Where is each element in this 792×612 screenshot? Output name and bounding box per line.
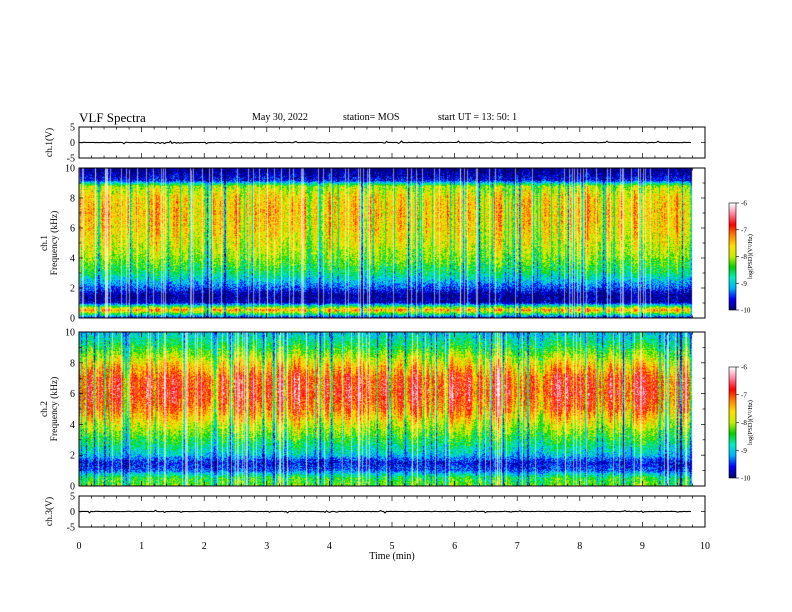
x-tick-label: 6 xyxy=(452,541,457,552)
colorbar-tick-label: -10 xyxy=(741,307,751,315)
colorbar-tick-label: -9 xyxy=(741,280,747,288)
y-axis-label: ch.1(V) xyxy=(44,128,55,157)
colorbar-ch2 xyxy=(729,367,736,478)
spectrogram-image-ch1 xyxy=(79,168,705,318)
y-tick-label: 2 xyxy=(70,451,75,462)
y-tick-label: 5 xyxy=(70,492,75,503)
x-tick-label: 10 xyxy=(700,541,710,552)
y-tick-label: 6 xyxy=(70,389,75,400)
y-tick-label: 4 xyxy=(70,420,75,431)
y-tick-label: 0 xyxy=(70,138,75,149)
y-tick-label: 10 xyxy=(65,328,75,339)
colorbar-tick-label: -6 xyxy=(741,200,747,208)
colorbar-tick-label: -9 xyxy=(741,447,747,455)
x-tick-label: 8 xyxy=(577,541,582,552)
y-axis-label: ch.1 xyxy=(40,235,50,251)
y-axis-label: Frequency (kHz) xyxy=(49,211,60,276)
colorbar-tick-label: -8 xyxy=(741,253,747,261)
y-tick-label: 8 xyxy=(70,358,75,369)
x-tick-label: 3 xyxy=(264,541,269,552)
y-tick-label: 2 xyxy=(70,284,75,295)
x-axis-label: Time (min) xyxy=(369,551,414,562)
colorbar-ch1 xyxy=(729,203,736,310)
y-tick-label: 6 xyxy=(70,224,75,235)
waveform-trace-ch1 xyxy=(78,140,692,145)
y-tick-label: 0 xyxy=(70,507,75,518)
x-tick-label: 0 xyxy=(77,541,82,552)
y-tick-label: 10 xyxy=(65,164,75,175)
figure-title: VLF Spectra xyxy=(79,110,146,125)
x-tick-label: 5 xyxy=(390,541,395,552)
x-tick-label: 4 xyxy=(327,541,332,552)
x-tick-label: 9 xyxy=(640,541,645,552)
start-time-label: start UT = 13: 50: 1 xyxy=(438,112,518,123)
x-tick-label: 7 xyxy=(515,541,520,552)
y-tick-label: -5 xyxy=(67,523,75,534)
y-tick-label: -5 xyxy=(67,154,75,165)
colorbar-label: log(PSD)(V²/Hz) xyxy=(747,234,754,279)
colorbar-label: log(PSD)(V²/Hz) xyxy=(747,400,754,445)
date-label: May 30, 2022 xyxy=(252,112,308,123)
y-tick-label: 5 xyxy=(70,123,75,134)
y-tick-label: 4 xyxy=(70,254,75,265)
colorbar-tick-label: -7 xyxy=(741,391,747,399)
x-tick-label: 1 xyxy=(139,541,144,552)
y-axis-label: Frequency (kHz) xyxy=(49,377,60,442)
y-axis-label: ch.3(V) xyxy=(44,497,55,526)
colorbar-tick-label: -8 xyxy=(741,419,747,427)
colorbar-tick-label: -6 xyxy=(741,364,747,372)
y-tick-label: 0 xyxy=(70,482,75,493)
y-tick-label: 8 xyxy=(70,194,75,205)
station-label: station= MOS xyxy=(343,112,400,123)
y-axis-label: ch.2 xyxy=(40,401,50,417)
waveform-trace-ch3 xyxy=(78,509,692,514)
colorbar-tick-label: -10 xyxy=(741,475,751,483)
x-tick-label: 2 xyxy=(202,541,207,552)
spectrogram-image-ch2 xyxy=(79,332,705,486)
y-tick-label: 0 xyxy=(70,314,75,325)
colorbar-tick-label: -7 xyxy=(741,226,747,234)
